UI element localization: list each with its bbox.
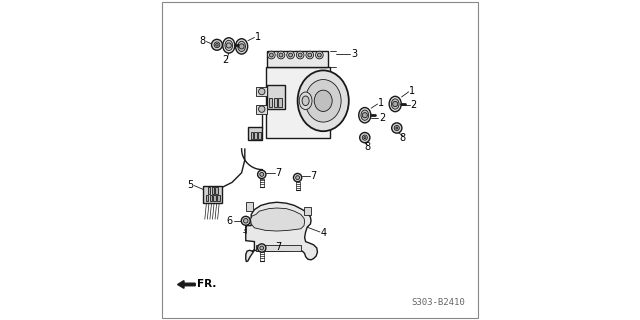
Bar bbox=[206, 195, 209, 201]
Bar bbox=[211, 187, 214, 194]
Bar bbox=[218, 195, 220, 201]
Bar bbox=[304, 207, 311, 215]
Ellipse shape bbox=[392, 99, 399, 109]
Circle shape bbox=[268, 51, 275, 59]
Text: FR.: FR. bbox=[197, 279, 216, 290]
Circle shape bbox=[360, 132, 370, 143]
Bar bbox=[268, 85, 285, 109]
Bar bbox=[204, 186, 223, 203]
Circle shape bbox=[269, 53, 273, 57]
Polygon shape bbox=[178, 281, 195, 288]
Circle shape bbox=[296, 51, 304, 59]
Text: 2: 2 bbox=[410, 100, 417, 110]
Text: 2: 2 bbox=[379, 113, 385, 123]
Circle shape bbox=[287, 51, 294, 59]
Circle shape bbox=[214, 42, 220, 48]
Text: 3: 3 bbox=[351, 49, 358, 60]
Ellipse shape bbox=[361, 110, 369, 120]
Circle shape bbox=[257, 170, 266, 179]
Ellipse shape bbox=[300, 92, 312, 109]
Circle shape bbox=[293, 173, 302, 182]
Circle shape bbox=[241, 216, 250, 225]
Circle shape bbox=[259, 88, 265, 95]
Circle shape bbox=[289, 53, 292, 57]
Bar bbox=[251, 132, 253, 139]
Bar bbox=[259, 132, 261, 139]
Text: 2: 2 bbox=[223, 55, 228, 65]
Text: 1: 1 bbox=[378, 98, 385, 108]
Polygon shape bbox=[246, 202, 317, 262]
Circle shape bbox=[277, 51, 285, 59]
Ellipse shape bbox=[225, 40, 233, 51]
Bar bbox=[207, 187, 210, 194]
Bar bbox=[269, 98, 272, 107]
Circle shape bbox=[362, 135, 367, 140]
Circle shape bbox=[364, 137, 366, 139]
Circle shape bbox=[317, 53, 321, 57]
Text: 5: 5 bbox=[187, 180, 193, 190]
Bar bbox=[254, 132, 257, 139]
Text: S303-B2410: S303-B2410 bbox=[412, 298, 465, 307]
Circle shape bbox=[392, 123, 402, 133]
Text: 7: 7 bbox=[310, 171, 317, 181]
Circle shape bbox=[279, 53, 283, 57]
Text: 8: 8 bbox=[364, 142, 371, 152]
Circle shape bbox=[316, 51, 323, 59]
Bar bbox=[248, 127, 262, 140]
Circle shape bbox=[211, 39, 223, 50]
Ellipse shape bbox=[236, 39, 248, 54]
Circle shape bbox=[394, 125, 399, 131]
Circle shape bbox=[393, 101, 398, 107]
Bar bbox=[256, 105, 268, 114]
Bar bbox=[266, 67, 330, 138]
Circle shape bbox=[259, 106, 265, 112]
Polygon shape bbox=[251, 208, 305, 231]
Circle shape bbox=[362, 113, 367, 118]
Circle shape bbox=[227, 43, 232, 48]
Bar bbox=[214, 195, 216, 201]
Circle shape bbox=[239, 44, 244, 49]
Text: 4: 4 bbox=[321, 228, 327, 238]
Ellipse shape bbox=[305, 79, 341, 122]
Text: 7: 7 bbox=[275, 242, 282, 252]
Bar bbox=[215, 187, 218, 194]
Circle shape bbox=[296, 176, 300, 180]
Circle shape bbox=[260, 172, 264, 176]
Ellipse shape bbox=[389, 96, 401, 112]
Bar bbox=[274, 98, 277, 107]
Bar bbox=[256, 245, 301, 251]
Bar bbox=[246, 202, 253, 211]
Ellipse shape bbox=[223, 38, 235, 53]
Circle shape bbox=[308, 53, 312, 57]
Bar bbox=[256, 87, 268, 96]
Bar bbox=[278, 98, 282, 107]
Circle shape bbox=[260, 246, 264, 250]
Text: 7: 7 bbox=[275, 168, 282, 178]
Circle shape bbox=[216, 44, 218, 46]
Text: 1: 1 bbox=[255, 32, 261, 42]
Ellipse shape bbox=[314, 90, 332, 111]
Text: 8: 8 bbox=[399, 133, 406, 143]
Ellipse shape bbox=[302, 96, 309, 106]
Bar bbox=[210, 195, 212, 201]
Ellipse shape bbox=[359, 108, 371, 123]
Text: 1: 1 bbox=[410, 86, 415, 96]
Bar bbox=[268, 51, 328, 67]
Circle shape bbox=[306, 51, 314, 59]
Ellipse shape bbox=[298, 70, 349, 131]
Circle shape bbox=[396, 127, 398, 129]
Text: 6: 6 bbox=[227, 216, 233, 226]
Circle shape bbox=[298, 53, 302, 57]
Circle shape bbox=[243, 219, 248, 223]
Ellipse shape bbox=[238, 41, 246, 52]
Text: 8: 8 bbox=[199, 36, 205, 46]
Circle shape bbox=[257, 244, 266, 252]
